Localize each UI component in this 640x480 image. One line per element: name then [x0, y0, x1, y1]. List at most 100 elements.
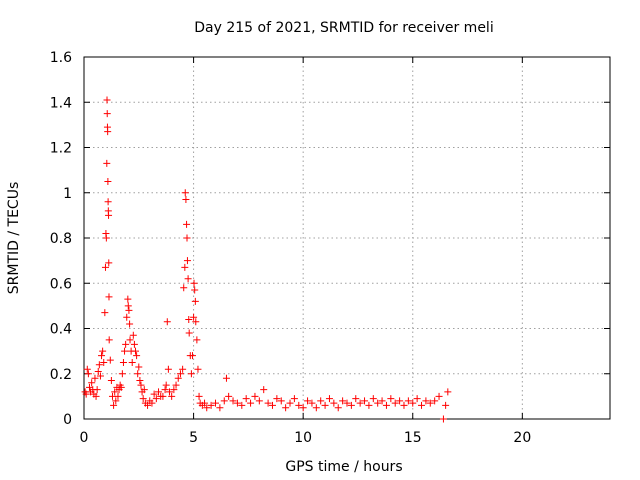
- data-point: [255, 397, 263, 405]
- data-point: [268, 401, 276, 409]
- data-point: [134, 370, 142, 378]
- data-point: [191, 286, 199, 294]
- data-point: [191, 297, 199, 305]
- data-point: [92, 392, 100, 400]
- x-tick-label: 5: [189, 430, 198, 446]
- data-point: [220, 397, 228, 405]
- data-point: [378, 397, 386, 405]
- data-point: [152, 395, 160, 403]
- data-point: [114, 392, 122, 400]
- data-point: [133, 352, 141, 360]
- data-point: [99, 347, 107, 355]
- y-tick-label: 0.2: [50, 367, 72, 383]
- data-point: [104, 198, 112, 206]
- data-point: [185, 329, 193, 337]
- data-point: [163, 318, 171, 326]
- data-point: [188, 352, 196, 360]
- data-point: [190, 279, 198, 287]
- data-point: [264, 399, 272, 407]
- data-point: [413, 395, 421, 403]
- data-point: [308, 399, 316, 407]
- data-point: [426, 399, 434, 407]
- data-point: [330, 399, 338, 407]
- data-point: [222, 374, 230, 382]
- axis-ticks: 0 0.2 0.4 0.6 0.8 1 1.2 1.4 1.6 0 5 10 15 20: [50, 50, 610, 446]
- data-point: [418, 401, 426, 409]
- data-point: [94, 367, 102, 375]
- data-point: [183, 234, 191, 242]
- data-point: [212, 399, 219, 407]
- data-point: [103, 110, 111, 118]
- data-point: [91, 374, 99, 382]
- data-point: [170, 386, 178, 394]
- data-point: [126, 336, 134, 344]
- data-point: [144, 401, 152, 409]
- data-point: [203, 404, 211, 412]
- data-point: [96, 372, 104, 380]
- data-point: [110, 401, 118, 409]
- data-point: [132, 347, 140, 355]
- data-point: [247, 399, 255, 407]
- data-point: [124, 302, 132, 310]
- data-point: [444, 388, 452, 396]
- data-point: [88, 379, 96, 387]
- data-point: [101, 309, 109, 317]
- data-point: [95, 361, 103, 369]
- data-point: [98, 352, 106, 360]
- data-point: [162, 381, 170, 389]
- data-point: [176, 370, 184, 378]
- data-point: [185, 315, 193, 323]
- x-tick-label: 15: [404, 430, 422, 446]
- data-point: [396, 397, 404, 405]
- data-point: [121, 347, 129, 355]
- data-point: [374, 399, 382, 407]
- chart-title: Day 215 of 2021, SRMTID for receiver mel…: [194, 20, 493, 36]
- data-point: [391, 399, 399, 407]
- data-point: [112, 397, 120, 405]
- data-point: [165, 388, 173, 396]
- data-point: [431, 397, 439, 405]
- data-point: [83, 365, 91, 373]
- data-point: [290, 395, 298, 403]
- data-point: [193, 336, 201, 344]
- data-point: [139, 395, 147, 403]
- y-tick-label: 1.6: [50, 50, 72, 66]
- data-point: [182, 196, 190, 204]
- data-point: [187, 370, 195, 378]
- data-point: [299, 404, 307, 412]
- data-point: [282, 404, 290, 412]
- data-point: [382, 401, 390, 409]
- data-point: [101, 263, 109, 271]
- data-point: [150, 390, 158, 398]
- data-point: [312, 404, 320, 412]
- x-axis-title: GPS time / hours: [285, 459, 402, 475]
- data-point: [325, 395, 333, 403]
- data-point: [190, 313, 198, 321]
- data-point: [105, 211, 113, 219]
- data-point: [93, 386, 101, 394]
- data-point: [129, 331, 137, 339]
- data-point: [181, 263, 189, 271]
- data-point: [100, 358, 108, 366]
- data-point: [172, 381, 180, 389]
- data-point: [277, 397, 285, 405]
- data-point: [119, 358, 127, 366]
- data-point: [273, 395, 281, 403]
- data-points: [81, 96, 452, 423]
- data-point: [179, 365, 187, 373]
- data-point: [174, 374, 182, 382]
- data-point: [117, 383, 125, 391]
- y-tick-label: 1.2: [50, 141, 72, 157]
- data-point: [123, 313, 131, 321]
- data-point: [317, 397, 325, 405]
- y-tick-label: 0.6: [50, 276, 72, 292]
- data-point: [159, 392, 167, 400]
- data-point: [104, 177, 112, 185]
- data-point: [260, 386, 268, 394]
- x-tick-label: 10: [294, 430, 312, 446]
- data-point: [343, 399, 351, 407]
- data-point: [195, 392, 203, 400]
- data-point: [356, 399, 364, 407]
- data-point: [242, 395, 250, 403]
